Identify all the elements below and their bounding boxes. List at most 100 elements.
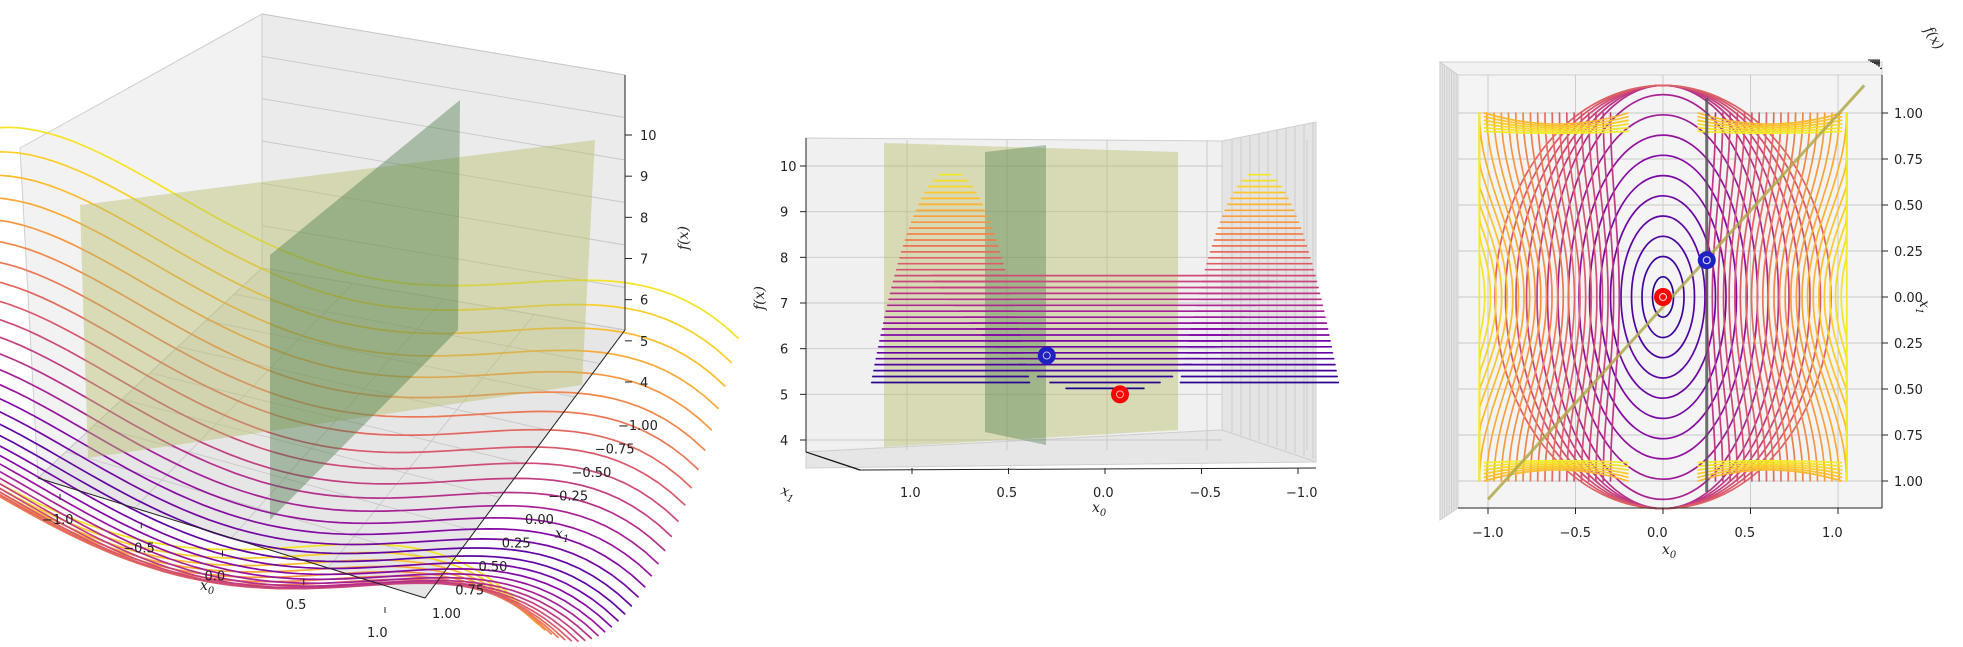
chart-1-contour-14 bbox=[0, 454, 613, 628]
chart-3-y-tick-label: 0.75 bbox=[1894, 429, 1923, 444]
chart-1-x-tick-label: 0.0 bbox=[205, 570, 226, 585]
chart-3-contour bbox=[1536, 112, 1565, 482]
chart-1-contour-10 bbox=[0, 482, 586, 642]
chart-3-y-tick-label: 1.00 bbox=[1894, 107, 1923, 122]
chart-3-contour bbox=[1697, 112, 1843, 125]
chart-3-x-tick-label: 0.0 bbox=[1647, 526, 1668, 541]
chart-3-contour bbox=[1697, 467, 1843, 479]
chart-3-contour bbox=[1544, 112, 1570, 482]
chart-1-contour-27 bbox=[0, 261, 699, 471]
chart-1-contour-15 bbox=[0, 445, 619, 622]
chart-2-point-current bbox=[1037, 346, 1056, 365]
chart-2-surface bbox=[870, 173, 1340, 390]
chart-2-xlabel: x0 bbox=[1092, 500, 1107, 519]
chart-3-contour bbox=[1609, 194, 1717, 400]
chart-3-contour bbox=[1483, 463, 1629, 471]
chart-2-x-tick-label: 0.5 bbox=[997, 486, 1018, 501]
chart-1-contour-22 bbox=[0, 353, 666, 552]
chart-3-contour bbox=[1733, 112, 1753, 482]
chart-2-x-tick-label: 0.0 bbox=[1093, 486, 1114, 501]
chart-1-contour-11 bbox=[0, 477, 593, 640]
chart-1-z-tick-label: 9 bbox=[640, 170, 648, 185]
chart-3-contour bbox=[1801, 112, 1841, 482]
chart-3-zlabel: f(x) bbox=[1920, 23, 1946, 53]
chart-2-right-pane bbox=[1221, 121, 1317, 463]
chart-3-contour bbox=[1750, 112, 1775, 482]
chart-2-x-tick-label: −1.0 bbox=[1286, 486, 1318, 501]
chart-3-contour bbox=[1483, 115, 1629, 127]
chart-3-contour bbox=[1493, 112, 1531, 482]
chart-3-y-tick-label: 0.25 bbox=[1894, 337, 1923, 352]
chart-1-y-tick-label: 0.25 bbox=[502, 537, 531, 552]
chart-2-z-tick-label: 9 bbox=[780, 206, 788, 221]
chart-2-point-ring-minimum bbox=[1116, 390, 1124, 399]
chart-1-contour-30 bbox=[0, 197, 719, 410]
chart-1-z-tick-label: 6 bbox=[640, 294, 648, 309]
chart-3-ylabel: x1 bbox=[1913, 300, 1932, 314]
chart-3-contour bbox=[1507, 112, 1542, 482]
chart-3-contour bbox=[1717, 112, 1731, 482]
chart-1-z-tick-label: 5 bbox=[640, 335, 648, 350]
chart-1-x-tick-label: 0.5 bbox=[286, 598, 307, 613]
chart-1-contour-1 bbox=[0, 487, 526, 612]
chart-3-y-tick-label: 1.00 bbox=[1894, 475, 1923, 490]
chart-2-z-tick-label: 7 bbox=[780, 297, 788, 312]
chart-3-contour bbox=[1483, 459, 1629, 464]
chart-3-contour bbox=[1500, 112, 1537, 482]
chart-1-y-tick-label: 0.00 bbox=[525, 513, 554, 528]
chart-3-plane-lines bbox=[1486, 84, 1866, 501]
chart-3-contour bbox=[1697, 119, 1843, 129]
chart-3-contour bbox=[1609, 112, 1621, 482]
chart-2-z-tick-label: 8 bbox=[780, 251, 788, 266]
chart-3-contour bbox=[1483, 126, 1629, 133]
chart-3-y-tick-label: 0.75 bbox=[1894, 153, 1923, 168]
chart-3-points bbox=[1654, 251, 1716, 306]
chart-3-contour bbox=[1588, 154, 1738, 440]
chart-3-contour bbox=[1641, 255, 1685, 339]
chart-3-contour bbox=[1739, 112, 1761, 482]
chart-1-z-tick-label: 7 bbox=[640, 253, 648, 268]
chart-3-contour bbox=[1573, 112, 1593, 482]
chart-1-contour-28 bbox=[0, 241, 706, 451]
chart-1-y-tick-label: −0.25 bbox=[548, 490, 588, 505]
chart-3-contour bbox=[1485, 112, 1525, 482]
chart-3-contour bbox=[1697, 115, 1843, 127]
chart-1-contour-23 bbox=[0, 336, 673, 538]
chart-3-contour bbox=[1551, 112, 1576, 482]
chart-3-contour bbox=[1483, 112, 1629, 125]
chart-2-ticks: 4 5 6 7 8 9 10 1.0 0.5 0.0 −0.5 −1.0 bbox=[780, 160, 1318, 501]
chart-3-contour bbox=[1483, 469, 1629, 482]
chart-3-contour bbox=[1697, 130, 1843, 135]
chart-2-z-tick-label: 4 bbox=[780, 434, 788, 449]
chart-3-contour bbox=[1529, 112, 1559, 482]
chart-3-axes bbox=[1458, 75, 1883, 509]
chart-1-contour-31 bbox=[0, 174, 726, 387]
chart-3-x-tick-label: −0.5 bbox=[1560, 526, 1592, 541]
chart-3-contour bbox=[1756, 112, 1782, 482]
chart-1-z-tick-label: 8 bbox=[640, 211, 648, 226]
chart-3-contour bbox=[1558, 112, 1581, 482]
chart-3-contour bbox=[1784, 112, 1819, 482]
chart-3-contour bbox=[1795, 112, 1833, 482]
chart-1-x-tick-label: −1.0 bbox=[42, 513, 74, 528]
chart-3-ticks: −1.0 −0.5 0.0 0.5 1.0 1.00 0.75 0.50 0.25 0.00 0.2… bbox=[1472, 59, 1923, 541]
chart-1-y-tick-label: 0.75 bbox=[455, 584, 484, 599]
chart-1-contour-24 bbox=[0, 318, 679, 522]
chart-3-contour bbox=[1806, 112, 1848, 482]
chart-3-contour bbox=[1599, 174, 1727, 420]
chart-3-top-view: −1.0 −0.5 0.0 0.5 1.0 1.00 0.75 0.50 0.25 0.00 0.2… bbox=[1438, 23, 1946, 561]
chart-3-contour bbox=[1697, 469, 1843, 482]
chart-1-contour-9 bbox=[0, 487, 579, 642]
chart-3-y-tick-label: 0.25 bbox=[1894, 245, 1923, 260]
chart-1-x-tick-label: 1.0 bbox=[367, 626, 388, 641]
chart-3-contour bbox=[1711, 112, 1724, 482]
chart-3-line-diagonal-plane bbox=[1486, 84, 1866, 501]
chart-1-zlabel: f(x) bbox=[676, 226, 692, 251]
chart-1-contour-26 bbox=[0, 281, 693, 489]
chart-1-ticks: −1.0 −0.5 0.0 0.5 1.0 −1.00 −0.75 −0.50 −0.25 0.0… bbox=[42, 129, 658, 641]
chart-3-contour bbox=[1697, 461, 1843, 468]
chart-3-contour bbox=[1580, 112, 1598, 482]
chart-3-contour bbox=[1697, 123, 1843, 131]
chart-3-contour bbox=[1522, 112, 1553, 482]
